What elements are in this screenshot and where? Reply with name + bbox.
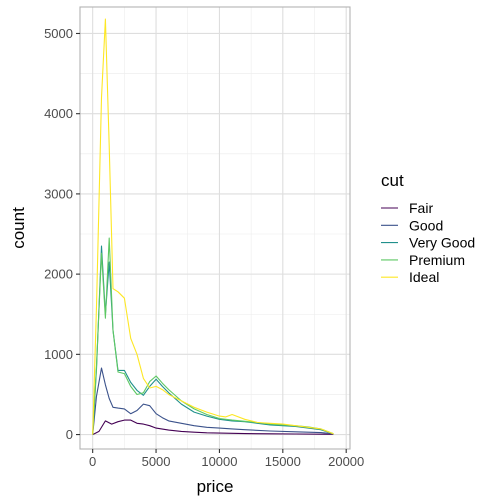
x-tick-label: 15000 <box>265 454 301 469</box>
x-axis-title: price <box>197 477 234 496</box>
x-tick-label: 10000 <box>201 454 237 469</box>
x-tick-label: 20000 <box>328 454 364 469</box>
panel-border <box>79 6 351 450</box>
legend-label-ideal: Ideal <box>409 269 439 285</box>
series-line-ideal <box>92 18 334 435</box>
x-tick-label: 0 <box>89 454 96 469</box>
x-tick-label: 5000 <box>142 454 171 469</box>
y-tick-label: 4000 <box>44 106 73 121</box>
series-lines <box>92 18 334 436</box>
legend-title: cut <box>381 171 404 190</box>
legend-label-premium: Premium <box>409 252 465 268</box>
y-tick-label: 1000 <box>44 347 73 362</box>
y-tick-label: 2000 <box>44 267 73 282</box>
series-line-good <box>92 367 334 435</box>
legend-label-fair: Fair <box>409 200 433 216</box>
legend-label-very-good: Very Good <box>409 235 475 251</box>
y-axis-ticks: 0 1000 2000 3000 4000 5000 <box>44 26 80 442</box>
series-line-fair <box>92 419 334 436</box>
series-line-premium <box>92 237 334 435</box>
x-axis-ticks: 0 5000 10000 15000 20000 <box>89 449 364 469</box>
minor-gridlines <box>80 7 350 449</box>
y-axis-title: count <box>9 207 28 249</box>
legend-label-good: Good <box>409 217 443 233</box>
major-gridlines <box>80 7 350 449</box>
y-tick-label: 3000 <box>44 186 73 201</box>
y-tick-label: 0 <box>66 427 73 442</box>
y-tick-label: 5000 <box>44 26 73 41</box>
